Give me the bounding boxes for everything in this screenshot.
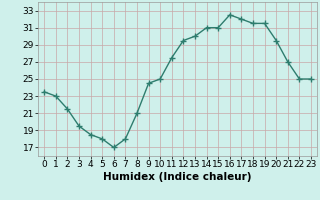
X-axis label: Humidex (Indice chaleur): Humidex (Indice chaleur) bbox=[103, 172, 252, 182]
